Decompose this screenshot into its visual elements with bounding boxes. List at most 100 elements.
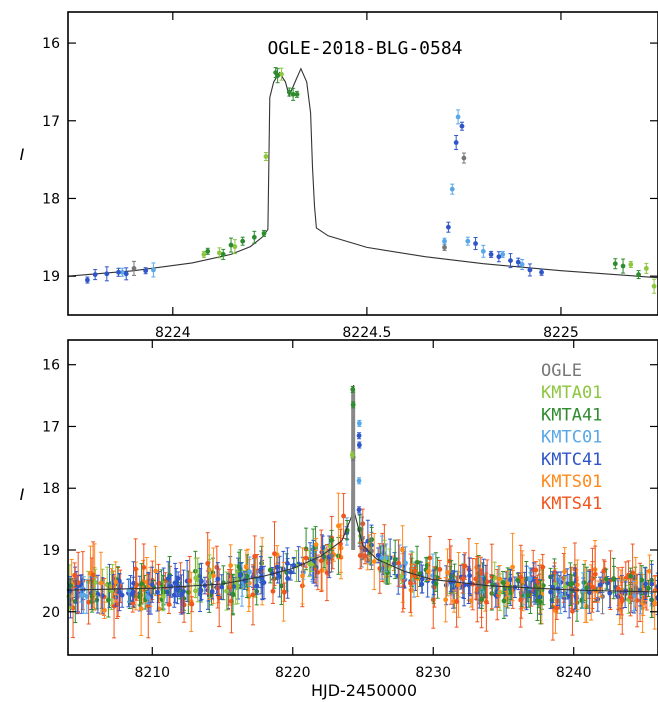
bottom-point-kmta41: [479, 596, 485, 602]
bottom-point-kmts41: [214, 564, 220, 570]
top-point-kmta41: [251, 234, 257, 240]
bottom-point-kmts01: [113, 579, 119, 585]
bottom-point-kmta41: [259, 560, 264, 566]
top-y-tick-label: 16: [42, 36, 60, 52]
legend-item-kmtc41: KMTC41: [541, 450, 602, 470]
bottom-point-kmts01: [652, 600, 658, 606]
bottom-point-kmts41: [554, 605, 560, 611]
top-point-kmtc01: [150, 267, 156, 273]
bottom-point-kmts41: [615, 586, 621, 591]
bottom-point-kmts41: [166, 601, 172, 607]
top-point-kmta41: [240, 238, 246, 244]
top-point-kmtc41: [527, 267, 533, 273]
bottom-point-kmta41: [500, 580, 506, 585]
bottom-point-kmtc41: [419, 576, 425, 582]
bottom-point-kmta01: [309, 562, 315, 567]
bottom-point-kmts01: [647, 568, 652, 574]
bottom-y-tick-label: 19: [42, 543, 60, 559]
bottom-point-kmts41: [360, 521, 366, 527]
bottom-point-kmtc41: [199, 578, 204, 584]
legend-item-ogle: OGLE: [541, 361, 582, 381]
bottom-point-kmts01: [319, 568, 325, 573]
top-point-kmta01: [651, 283, 657, 289]
legend-item-kmts01: KMTS01: [541, 472, 602, 492]
bottom-peak-point-kmta41: [350, 402, 356, 408]
top-point-kmtc41: [488, 252, 494, 257]
top-point-kmtc41: [85, 277, 90, 283]
bottom-y-tick-label: 18: [42, 481, 60, 497]
bottom-point-kmts41: [86, 599, 92, 605]
bottom-peak-point-kmtc41: [356, 442, 362, 448]
bottom-point-kmtc41: [448, 579, 454, 585]
bottom-peak-point-kmta01: [349, 452, 355, 458]
bottom-point-kmtc41: [277, 574, 283, 580]
top-point-kmtc41: [143, 268, 149, 274]
bottom-point-kmtc41: [209, 589, 215, 594]
top-point-kmtc41: [445, 224, 451, 230]
bottom-point-kmts41: [250, 592, 256, 598]
bottom-point-kmtc01: [403, 560, 408, 566]
bottom-point-kmtc41: [548, 589, 553, 595]
bottom-point-kmts41: [133, 566, 139, 572]
bottom-point-kmtc41: [597, 582, 603, 588]
bottom-point-kmts41: [72, 572, 78, 578]
bottom-point-kmts41: [478, 569, 484, 575]
bottom-point-kmts01: [313, 542, 319, 547]
top-point-kmta41: [636, 272, 641, 277]
top-point-kmta01: [201, 252, 207, 257]
top-point-kmta41: [620, 263, 626, 269]
bottom-point-kmta41: [581, 580, 587, 585]
bottom-point-kmts41: [315, 569, 321, 575]
bottom-point-kmta01: [193, 575, 199, 581]
bottom-point-kmtc01: [81, 592, 87, 598]
bottom-point-kmta01: [399, 574, 404, 580]
bottom-point-kmts41: [362, 553, 368, 559]
bottom-point-kmts41: [619, 598, 625, 604]
bottom-point-kmta41: [525, 592, 531, 598]
bottom-point-kmts41: [75, 580, 81, 586]
bottom-point-kmta01: [207, 573, 212, 579]
top-point-kmta01: [216, 250, 222, 256]
bottom-point-kmts41: [592, 571, 598, 577]
top-point-kmtc01: [500, 252, 506, 257]
bottom-point-kmtc41: [291, 563, 297, 568]
bottom-point-kmts41: [427, 555, 433, 561]
bottom-point-kmts01: [153, 568, 158, 574]
bottom-point-kmtc41: [178, 592, 184, 597]
top-point-kmtc41: [515, 259, 521, 265]
bottom-point-kmtc41: [149, 582, 155, 588]
bottom-point-kmtc01: [558, 593, 564, 599]
top-point-kmtc01: [480, 248, 486, 254]
bottom-point-kmta01: [92, 580, 98, 585]
bottom-point-kmtc41: [392, 561, 397, 567]
bottom-point-kmts01: [338, 545, 344, 551]
bottom-point-kmta41: [611, 577, 617, 582]
top-point-kmta41: [261, 231, 267, 236]
bottom-point-kmts41: [437, 567, 443, 572]
bottom-point-kmts41: [325, 560, 331, 566]
bottom-x-tick-label: 8240: [556, 665, 592, 681]
bottom-point-kmta41: [569, 581, 575, 586]
bottom-peak-point-kmtc41: [356, 433, 362, 439]
bottom-point-kmts01: [335, 523, 341, 529]
bottom-point-kmta41: [89, 593, 95, 599]
bottom-point-kmts41: [590, 584, 595, 590]
top-point-kmtc41: [508, 258, 513, 264]
bottom-point-kmts41: [540, 564, 546, 570]
top-point-kmtc41: [104, 271, 110, 277]
bottom-point-kmta41: [433, 581, 439, 587]
bottom-point-kmtc41: [375, 552, 381, 558]
bottom-point-kmta41: [68, 583, 73, 588]
bottom-point-kmts01: [562, 569, 568, 574]
top-point-kmta41: [275, 73, 281, 79]
legend-item-kmta41: KMTA41: [541, 405, 602, 425]
bottom-y-tick-label: 16: [42, 358, 60, 374]
bottom-point-kmtc41: [129, 591, 135, 597]
legend-item-kmta01: KMTA01: [541, 383, 602, 403]
bottom-point-kmta41: [603, 576, 609, 582]
bottom-point-kmtc41: [419, 581, 425, 587]
x-axis-label: HJD-2450000: [311, 681, 417, 700]
bottom-point-kmtc41: [198, 587, 204, 593]
bottom-point-kmts01: [408, 587, 414, 593]
